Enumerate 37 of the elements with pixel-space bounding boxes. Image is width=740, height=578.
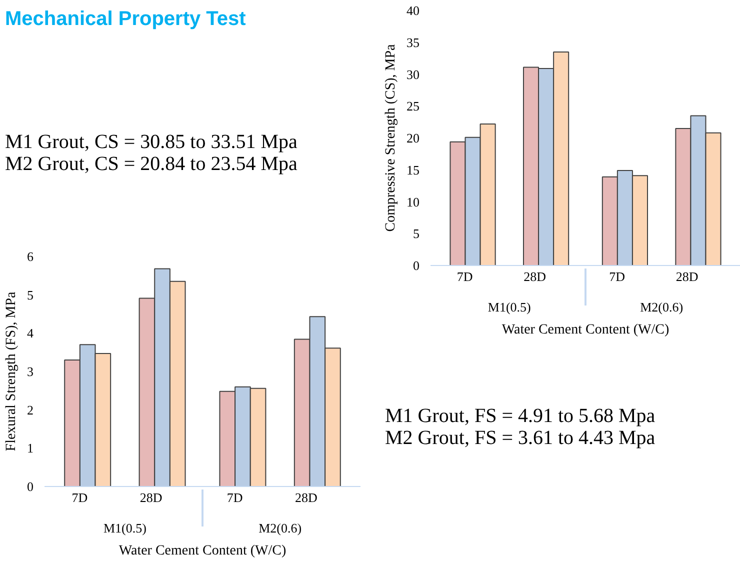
x-tick-label: 7D	[226, 490, 243, 505]
y-tick-label: 35	[406, 34, 420, 50]
text: M1 Grout, CS = 30.85 to 33.51 Mpa	[5, 131, 298, 153]
x-tick-label: 28D	[295, 490, 318, 505]
text: M1 Grout, FS = 4.91 to 5.68 Mpa	[385, 405, 656, 427]
y-tick-label: 5	[413, 226, 420, 242]
x-tick-label: 28D	[524, 269, 546, 284]
y-axis-title: Compressive Strength (CS), MPa	[384, 43, 398, 232]
y-tick-label: 3	[27, 364, 34, 379]
y-tick-label: 1	[27, 440, 34, 456]
text: M1(0.5)	[488, 300, 531, 314]
y-tick-label: 0	[413, 258, 420, 273]
x-tick-label: 28D	[676, 269, 698, 284]
y-tick-label: 30	[406, 66, 420, 82]
y-tick-label: 6	[27, 249, 34, 264]
x-tick-label: 28D	[140, 490, 162, 505]
text: M2(0.6)	[258, 520, 302, 536]
y-tick-label: 40	[406, 3, 420, 18]
text: M2 Grout, CS = 20.84 to 23.54 Mpa	[5, 153, 298, 175]
y-tick-label: 0	[27, 479, 34, 494]
y-tick-label: 15	[406, 162, 420, 178]
x-tick-label: 7D	[609, 269, 625, 284]
y-tick-label: 10	[406, 194, 420, 210]
y-tick-label: 5	[27, 287, 34, 302]
x-tick-label: 7D	[72, 490, 88, 505]
text: M2 Grout, FS = 3.61 to 4.43 Mpa	[385, 427, 656, 449]
y-tick-label: 25	[406, 98, 420, 114]
x-axis-title: Water Cement Content (W/C)	[502, 322, 670, 338]
y-tick-label: 20	[406, 130, 420, 146]
text: Mechanical Property Test	[5, 7, 246, 32]
y-tick-label: 2	[27, 402, 34, 418]
x-tick-label: 7D	[456, 269, 473, 284]
text: M1(0.5)	[103, 520, 146, 536]
text: M2(0.6)	[640, 300, 684, 314]
y-axis-title: Flexural Strength (FS), MPa	[4, 290, 19, 452]
x-axis-title: Water Cement Content (W/C)	[118, 544, 286, 558]
y-tick-label: 4	[27, 326, 34, 341]
